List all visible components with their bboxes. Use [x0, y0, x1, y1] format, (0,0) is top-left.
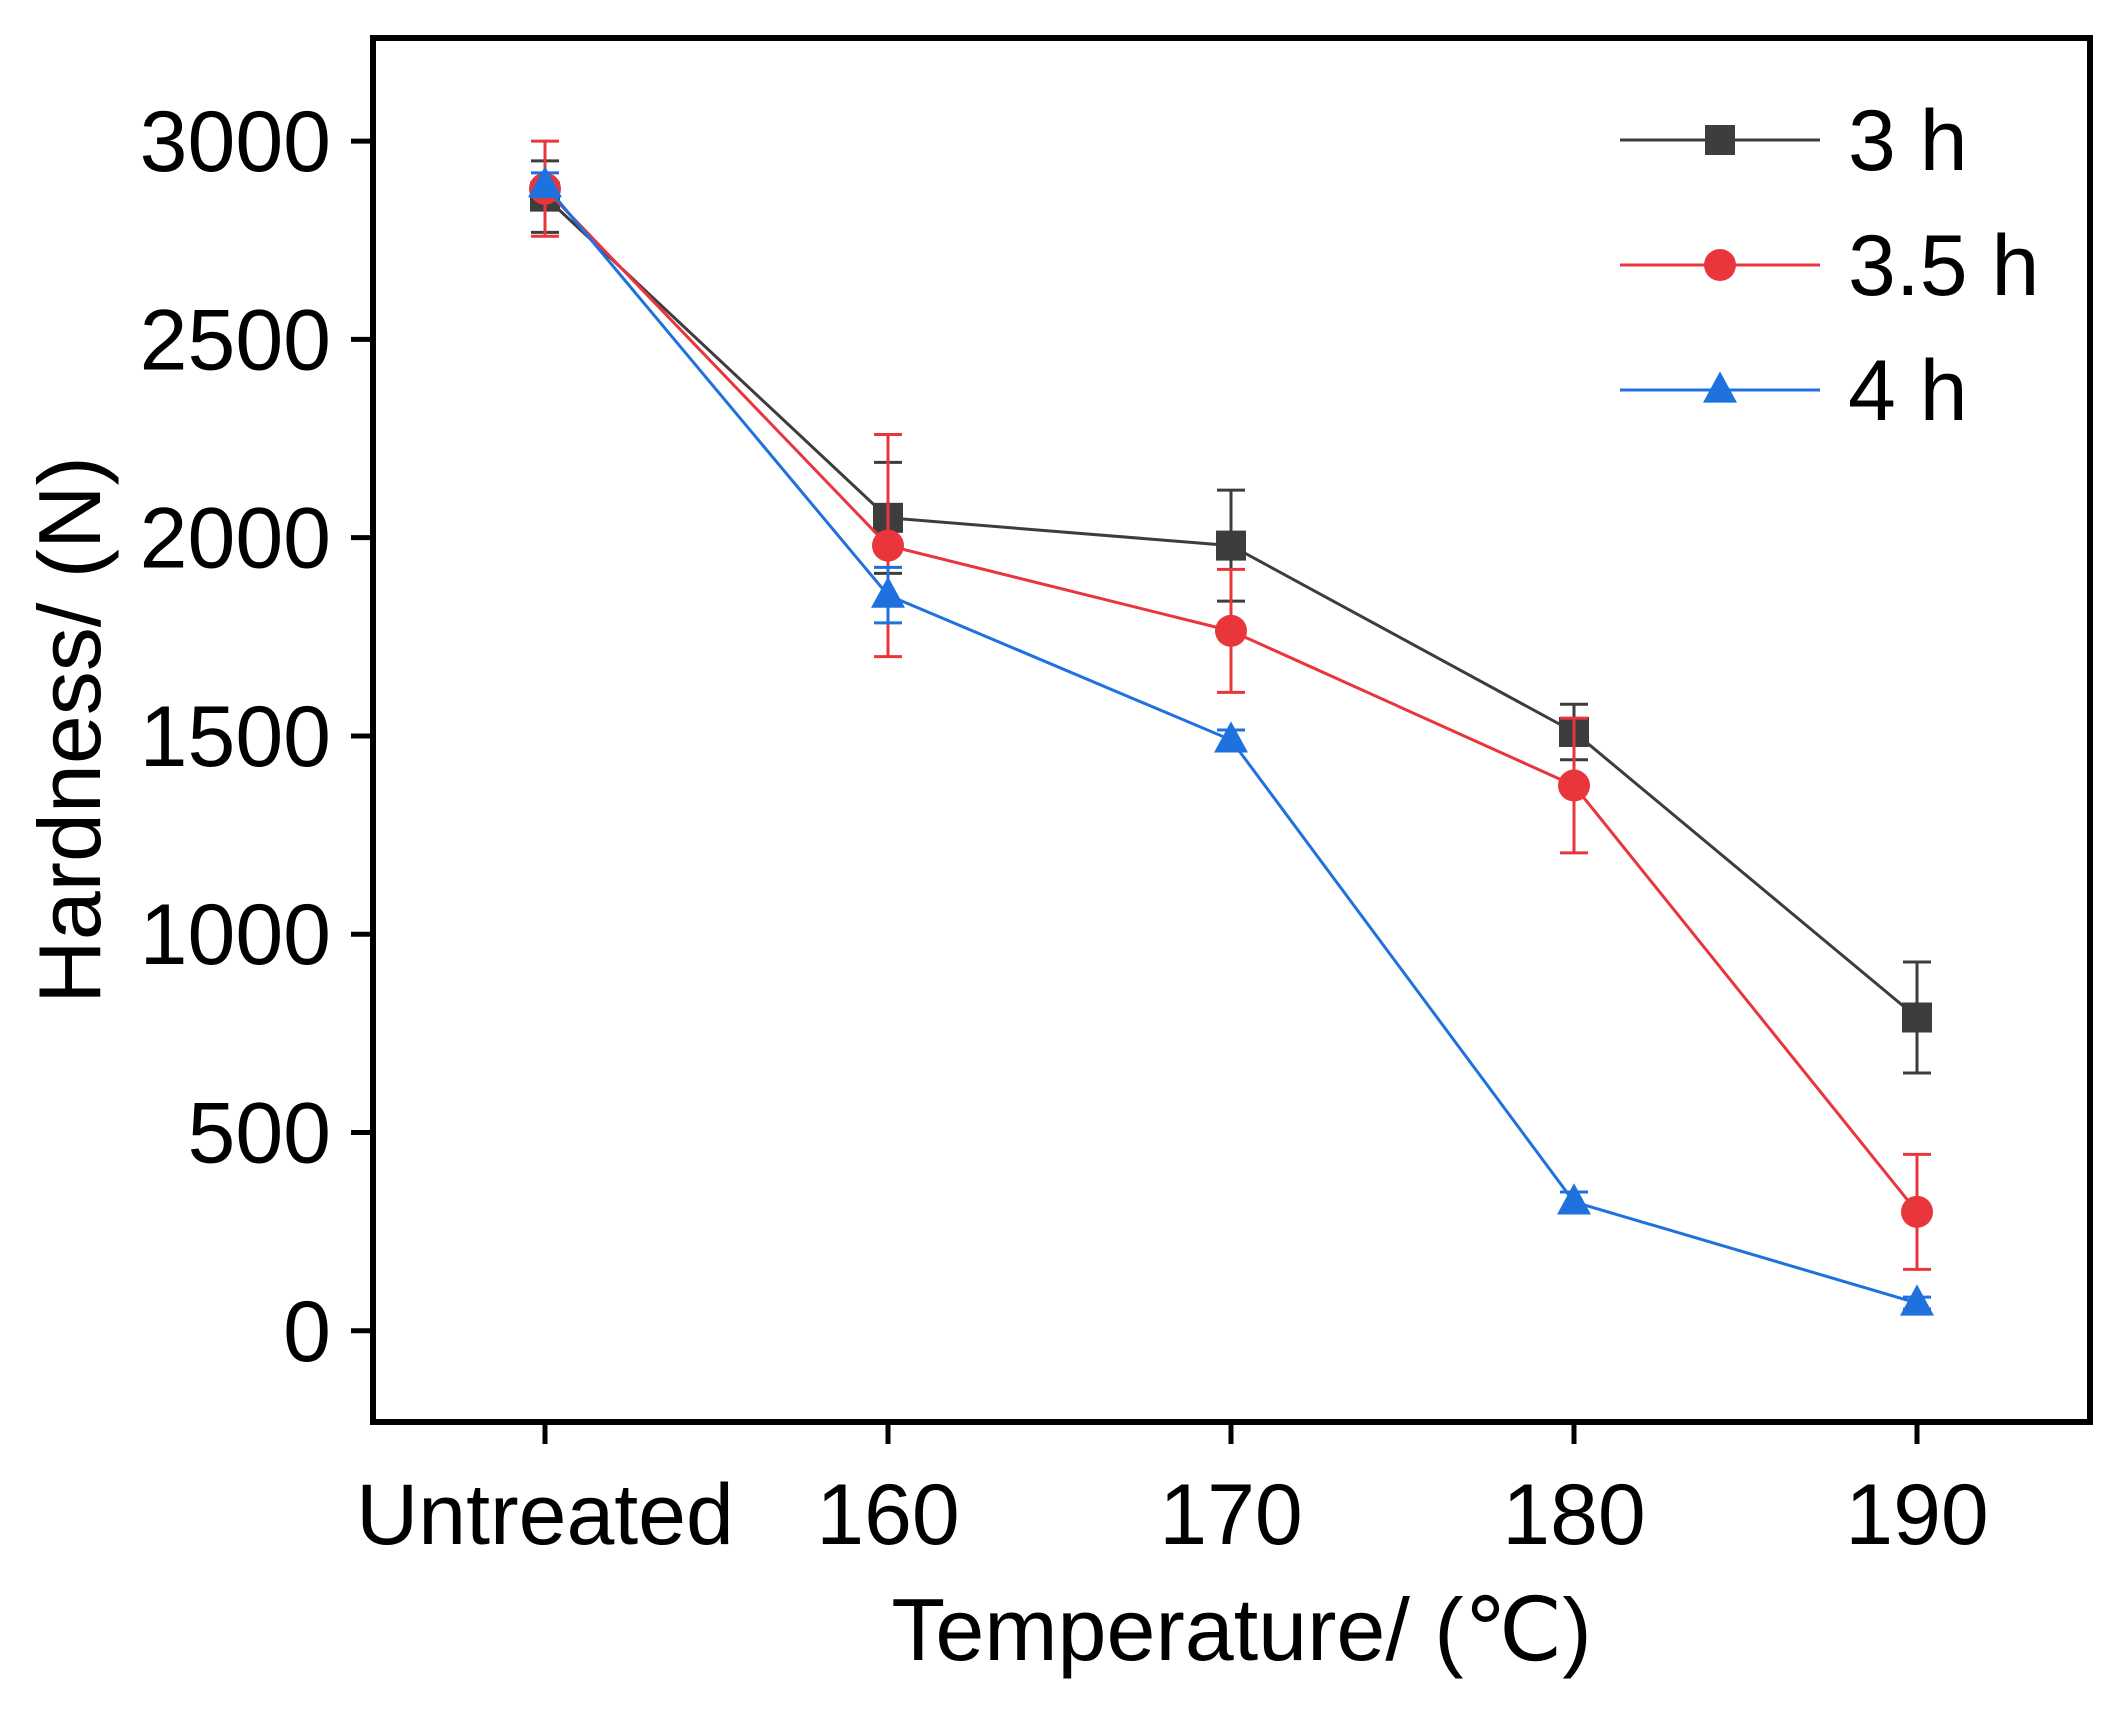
data-point — [1902, 1002, 1932, 1033]
data-point — [871, 576, 905, 608]
legend-item: 3 h — [1620, 93, 1968, 189]
data-point — [1901, 1195, 1933, 1228]
x-tick-label: 180 — [1502, 1467, 1646, 1563]
y-tick-label: 500 — [188, 1086, 332, 1182]
legend-marker — [1704, 249, 1736, 281]
legend-item: 3.5 h — [1620, 218, 2039, 314]
data-point — [872, 529, 904, 562]
x-axis-title: Temperature/ (℃) — [891, 1580, 1591, 1679]
series-3-5-h — [529, 139, 1933, 1271]
x-tick-label: 160 — [816, 1467, 960, 1563]
data-point — [1214, 721, 1248, 753]
x-tick-label: Untreated — [356, 1467, 734, 1563]
y-tick-label: 1500 — [140, 689, 331, 785]
legend-marker — [1705, 125, 1735, 155]
data-point — [1557, 1183, 1591, 1215]
y-axis-title: Hardness/ (N) — [20, 456, 119, 1004]
legend-item: 4 h — [1620, 343, 1968, 439]
data-point — [528, 166, 562, 198]
y-tick-label: 2500 — [140, 292, 331, 388]
y-tick-label: 0 — [283, 1284, 331, 1380]
data-point — [1215, 614, 1247, 647]
data-point — [1216, 530, 1246, 561]
data-point — [1900, 1284, 1934, 1316]
series-4-h — [528, 166, 1934, 1316]
legend-marker — [1703, 371, 1737, 403]
y-tick-label: 3000 — [140, 94, 331, 190]
y-tick-label: 2000 — [140, 491, 331, 587]
legend-label: 3 h — [1848, 93, 1968, 189]
x-tick-label: 190 — [1845, 1467, 1989, 1563]
data-point — [1558, 769, 1590, 802]
x-tick-label: 170 — [1159, 1467, 1303, 1563]
y-tick-label: 1000 — [140, 887, 331, 983]
series-line — [543, 187, 1919, 1213]
legend-label: 3.5 h — [1848, 218, 2039, 314]
legend-label: 4 h — [1848, 343, 1968, 439]
